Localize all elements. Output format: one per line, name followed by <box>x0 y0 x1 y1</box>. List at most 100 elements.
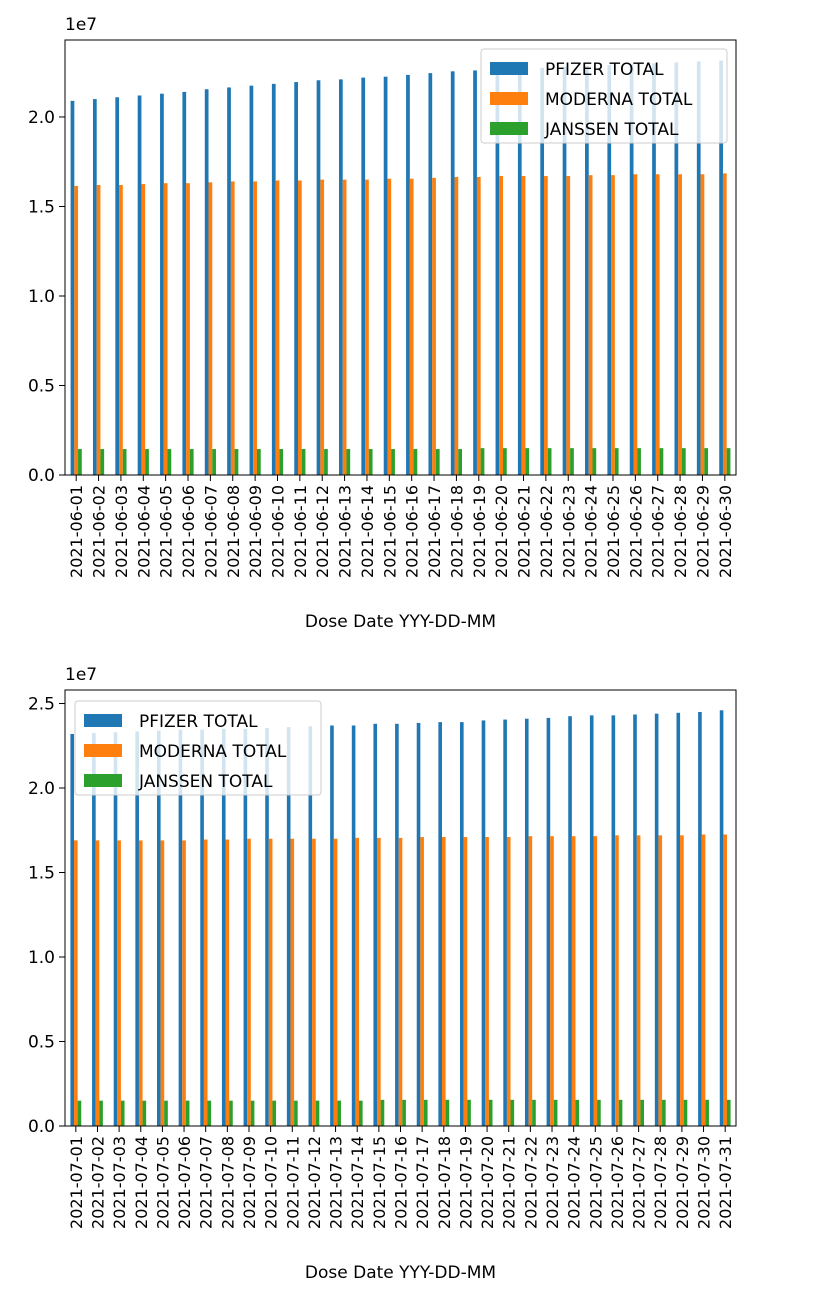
bar-janssen-total-2021-07-15 <box>380 1099 385 1126</box>
bar-janssen-total-2021-07-07 <box>207 1100 212 1126</box>
bar-moderna-total-2021-07-26 <box>615 835 619 1126</box>
bar-moderna-total-2021-07-29 <box>680 835 684 1126</box>
bar-janssen-total-2021-06-05 <box>167 449 172 475</box>
bar-moderna-total-2021-07-11 <box>290 838 295 1126</box>
bar-moderna-total-2021-07-10 <box>268 838 273 1126</box>
bar-janssen-total-2021-07-16 <box>402 1099 406 1126</box>
bar-pfizer-total-2021-07-18 <box>438 722 442 1126</box>
x-tick-label: 2021-07-25 <box>586 1136 605 1229</box>
x-tick-label: 2021-07-19 <box>456 1136 475 1229</box>
x-tick-label: 2021-07-04 <box>132 1136 151 1229</box>
plot-frame <box>64 39 737 476</box>
x-tick-label: 2021-07-27 <box>630 1136 649 1229</box>
bar-janssen-total-2021-06-12 <box>324 449 328 475</box>
bar-moderna-total-2021-06-25 <box>611 175 615 475</box>
bar-janssen-total-2021-07-08 <box>229 1100 233 1126</box>
y-tick-label: 1.0 <box>28 948 55 968</box>
bar-moderna-total-2021-06-12 <box>320 179 325 475</box>
bar-janssen-total-2021-07-01 <box>77 1100 82 1126</box>
x-tick-label: 2021-07-22 <box>521 1136 540 1229</box>
y-tick-label: 2.5 <box>28 695 55 715</box>
bar-pfizer-total-2021-06-12 <box>316 80 321 475</box>
x-tick-label: 2021-06-25 <box>604 485 623 578</box>
bar-janssen-total-2021-07-26 <box>618 1099 623 1126</box>
bar-pfizer-total-2021-07-24 <box>568 716 572 1126</box>
bar-pfizer-total-2021-07-06 <box>178 729 183 1126</box>
bar-pfizer-total-2021-06-05 <box>160 93 164 475</box>
bar-moderna-total-2021-06-05 <box>163 183 168 475</box>
bar-pfizer-total-2021-07-12 <box>308 726 313 1126</box>
bar-pfizer-total-2021-06-03 <box>115 97 120 475</box>
bar-moderna-total-2021-06-27 <box>655 174 660 475</box>
legend-label: PFIZER TOTAL <box>545 60 664 80</box>
bar-janssen-total-2021-07-30 <box>705 1099 709 1126</box>
x-tick-label: 2021-07-08 <box>218 1136 237 1229</box>
legend-label: MODERNA TOTAL <box>545 90 693 110</box>
legend: PFIZER TOTAL MODERNA TOTAL JANSSEN TOTAL <box>74 700 322 796</box>
x-tick-label: 2021-06-12 <box>313 485 332 578</box>
bar-pfizer-total-2021-07-28 <box>654 713 659 1126</box>
bar-pfizer-total-2021-06-28 <box>674 62 679 475</box>
legend-swatch <box>84 774 122 787</box>
y-scale-label: 1e7 <box>65 665 97 685</box>
bar-janssen-total-2021-07-20 <box>488 1099 493 1126</box>
x-tick-label: 2021-06-07 <box>201 485 220 578</box>
bar-pfizer-total-2021-06-07 <box>204 89 209 475</box>
bar-janssen-total-2021-06-15 <box>391 449 395 475</box>
bar-pfizer-total-2021-06-20 <box>495 69 500 475</box>
bar-janssen-total-2021-06-21 <box>525 448 530 475</box>
bar-moderna-total-2021-07-25 <box>593 836 598 1126</box>
x-tick-label: 2021-07-23 <box>543 1136 562 1229</box>
legend-swatch <box>84 714 122 727</box>
x-tick-label: 2021-07-18 <box>435 1136 454 1229</box>
bar-pfizer-total-2021-06-25 <box>607 65 612 475</box>
x-tick-label: 2021-06-21 <box>515 485 534 578</box>
bar-moderna-total-2021-07-02 <box>95 840 100 1126</box>
bars <box>70 60 731 476</box>
bar-janssen-total-2021-06-26 <box>637 448 641 475</box>
bar-moderna-total-2021-07-06 <box>182 840 186 1126</box>
x-tick-label: 2021-06-23 <box>559 485 578 578</box>
bar-pfizer-total-2021-06-21 <box>517 68 522 475</box>
bar-pfizer-total-2021-07-23 <box>546 717 551 1126</box>
bar-moderna-total-2021-07-14 <box>355 837 360 1126</box>
x-tick-label: 2021-06-22 <box>537 485 556 578</box>
bar-pfizer-total-2021-07-20 <box>481 720 486 1126</box>
bar-moderna-total-2021-07-27 <box>636 835 641 1126</box>
bar-moderna-total-2021-06-08 <box>230 181 235 476</box>
bar-moderna-total-2021-06-07 <box>208 182 213 475</box>
y-tick-label: 1.5 <box>28 864 55 884</box>
bar-pfizer-total-2021-07-02 <box>92 733 96 1126</box>
bar-moderna-total-2021-07-21 <box>506 837 511 1126</box>
bar-moderna-total-2021-06-09 <box>253 181 257 476</box>
bar-moderna-total-2021-07-23 <box>550 836 554 1126</box>
bar-pfizer-total-2021-06-30 <box>719 60 723 476</box>
bar-janssen-total-2021-07-22 <box>532 1099 536 1126</box>
bar-janssen-total-2021-07-18 <box>445 1099 450 1126</box>
bar-janssen-total-2021-06-27 <box>659 448 664 475</box>
legend-swatch <box>490 122 528 135</box>
bar-moderna-total-2021-06-03 <box>119 185 123 475</box>
bar-moderna-total-2021-07-19 <box>463 837 468 1126</box>
bar-janssen-total-2021-06-04 <box>145 449 149 475</box>
bar-janssen-total-2021-07-21 <box>510 1099 515 1126</box>
bar-moderna-total-2021-06-14 <box>365 179 369 475</box>
bar-moderna-total-2021-07-12 <box>312 838 316 1126</box>
bar-pfizer-total-2021-06-19 <box>473 70 477 476</box>
bar-moderna-total-2021-07-18 <box>441 837 446 1126</box>
x-tick-label: 2021-07-05 <box>153 1136 172 1229</box>
bar-pfizer-total-2021-07-03 <box>113 732 118 1126</box>
bar-pfizer-total-2021-06-08 <box>227 87 231 475</box>
x-tick-label: 2021-07-07 <box>197 1136 216 1229</box>
x-tick-label: 2021-06-16 <box>403 485 422 578</box>
bar-janssen-total-2021-07-11 <box>294 1100 298 1126</box>
x-tick-label: 2021-06-28 <box>671 485 690 578</box>
bar-pfizer-total-2021-06-14 <box>361 77 366 475</box>
x-tick-label: 2021-07-09 <box>240 1136 259 1229</box>
x-tick-label: 2021-07-03 <box>110 1136 129 1229</box>
bar-moderna-total-2021-06-01 <box>74 185 79 475</box>
bar-pfizer-total-2021-06-01 <box>70 100 75 476</box>
bar-moderna-total-2021-06-30 <box>722 173 727 476</box>
bar-moderna-total-2021-06-18 <box>454 176 459 475</box>
